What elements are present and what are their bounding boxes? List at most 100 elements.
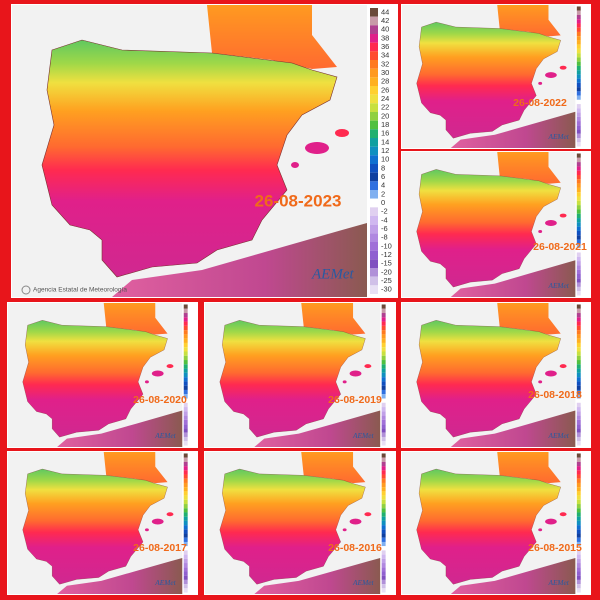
legend-swatch — [381, 317, 386, 322]
legend-swatch — [183, 525, 188, 530]
legend-label: -20 — [381, 267, 392, 276]
legend-swatch — [183, 415, 188, 420]
legend-swatch — [576, 546, 581, 551]
legend-swatch — [381, 550, 386, 555]
legend-swatch — [370, 103, 378, 112]
legend-swatch — [183, 351, 188, 356]
legend-label: 22 — [381, 103, 389, 112]
legend-swatch — [576, 432, 581, 437]
legend-label: -10 — [381, 241, 392, 250]
legend-label: 2 — [381, 189, 385, 198]
legend-swatch — [576, 550, 581, 555]
legend-swatch — [576, 192, 581, 197]
legend-swatch — [576, 334, 581, 339]
legend-swatch — [381, 474, 386, 479]
legend-swatch — [183, 516, 188, 521]
legend-label: -6 — [381, 224, 388, 233]
legend-swatch — [576, 554, 581, 559]
legend-swatch — [370, 164, 378, 173]
legend-swatch — [183, 372, 188, 378]
legend-swatch — [370, 112, 378, 121]
legend-swatch — [381, 499, 386, 505]
legend-swatch — [183, 487, 188, 492]
legend-swatch — [183, 508, 188, 513]
logo: AEMet — [548, 281, 570, 290]
legend-swatch — [183, 432, 188, 437]
legend-swatch — [576, 95, 581, 100]
legend-swatch — [183, 558, 188, 564]
legend-swatch — [381, 368, 386, 373]
legend-swatch — [183, 550, 188, 555]
legend-swatch — [576, 226, 581, 231]
legend-swatch — [370, 34, 378, 43]
legend-swatch — [576, 23, 581, 28]
legend-swatch — [183, 537, 188, 542]
legend-swatch — [381, 575, 386, 580]
legend-swatch — [576, 183, 581, 188]
legend-swatch — [576, 360, 581, 365]
legend-swatch — [183, 461, 188, 467]
legend-swatch — [381, 330, 386, 335]
legend-swatch — [381, 355, 386, 361]
legend-label: -4 — [381, 215, 388, 224]
legend-swatch — [576, 567, 581, 572]
legend-swatch — [576, 394, 581, 399]
legend-swatch — [183, 317, 188, 322]
legend-swatch — [381, 411, 386, 416]
legend-swatch — [576, 474, 581, 479]
legend-swatch — [576, 441, 581, 446]
legend-swatch — [381, 541, 386, 547]
legend-swatch — [370, 51, 378, 60]
logo: AEMet — [547, 431, 569, 440]
legend-swatch — [183, 347, 188, 352]
legend-swatch — [576, 78, 581, 83]
legend-swatch — [183, 411, 188, 416]
legend-swatch — [576, 516, 581, 521]
legend-swatch — [183, 424, 188, 429]
legend-swatch — [576, 235, 581, 240]
agency-name: Agencia Estatal de Meteorología — [33, 287, 127, 294]
legend-swatch — [576, 138, 581, 143]
legend-swatch — [576, 466, 581, 471]
legend-swatch — [576, 162, 581, 167]
legend-swatch — [370, 198, 378, 208]
legend-swatch — [381, 321, 386, 326]
legend-swatch — [183, 499, 188, 505]
legend-swatch — [381, 377, 386, 382]
legend-swatch — [576, 588, 581, 593]
legend-swatch — [370, 86, 378, 95]
legend-swatch — [576, 282, 581, 287]
legend-swatch — [183, 563, 188, 568]
legend-swatch — [576, 398, 581, 403]
legend-swatch — [183, 554, 188, 559]
legend-swatch — [183, 402, 188, 408]
legend-swatch — [576, 82, 581, 88]
legend-swatch — [576, 213, 581, 219]
legend-swatch — [576, 402, 581, 408]
legend-swatch — [370, 94, 378, 104]
legend-label: -30 — [381, 285, 392, 294]
legend-label: 36 — [381, 42, 389, 51]
panel: AEMet — [401, 302, 581, 448]
legend-swatch — [183, 584, 188, 589]
legend-swatch — [576, 218, 581, 223]
map — [204, 451, 381, 595]
map — [7, 451, 183, 595]
legend-swatch — [576, 520, 581, 526]
legend-swatch — [576, 112, 581, 117]
legend-swatch — [183, 478, 188, 483]
legend-swatch — [381, 436, 386, 442]
legend-swatch — [381, 588, 386, 593]
legend-label: 14 — [381, 137, 389, 146]
legend-swatch — [576, 248, 581, 253]
legend-swatch — [576, 491, 581, 496]
legend-swatch — [576, 291, 581, 296]
legend-swatch — [576, 372, 581, 378]
legend-swatch — [183, 377, 188, 382]
legend-label: 30 — [381, 68, 389, 77]
legend-swatch — [183, 304, 188, 309]
legend-swatch — [576, 14, 581, 20]
legend-swatch — [183, 541, 188, 547]
legend-swatch — [576, 53, 581, 58]
legend-swatch — [370, 285, 378, 294]
